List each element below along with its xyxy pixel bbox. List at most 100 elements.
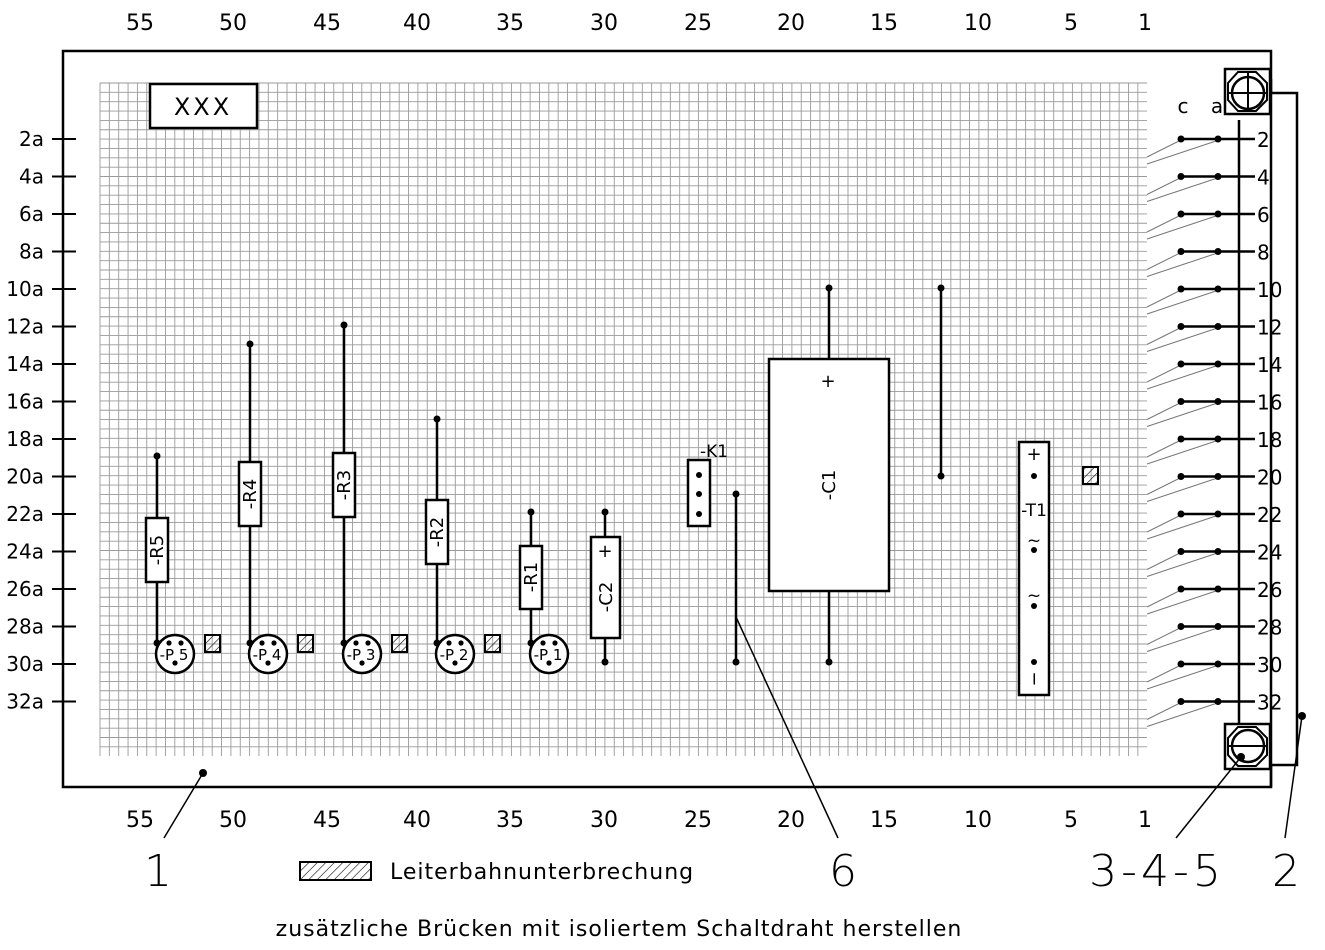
connector-pin-c [1177,435,1185,443]
top-scale: 55 50 45 40 35 30 25 20 15 10 5 1 [126,11,1152,36]
top-scale-tick: 30 [590,11,618,36]
connector-row: 2 [1146,128,1270,165]
connector-hatch-line [1146,701,1184,720]
connector-pin-c [1177,510,1185,518]
left-scale-tick: 18a [6,427,44,451]
connector-column-c: c [1178,94,1189,118]
top-scale-tick: 35 [496,11,524,36]
connector-pin-label: 24 [1257,541,1282,565]
top-scale-tick: 50 [219,11,247,36]
connector-hatch-line [1146,588,1184,608]
connector-hatch-line [1146,326,1223,352]
connector-hatch-line [1146,513,1184,533]
connector-hatch-line [1146,476,1223,502]
trace-interruption [1082,466,1099,485]
connector-hatch-line [1146,663,1184,683]
connector-pin-label: 18 [1257,428,1282,452]
label-T1-ac1: ~ [1027,531,1041,551]
left-scale-tick: 26a [6,577,44,601]
connector-row: 24 [1146,541,1282,577]
label-R1: -R1 [521,562,542,592]
connector-hatch-line [1146,138,1223,165]
legend-note: zusätzliche Brücken mit isoliertem Schal… [276,917,963,942]
jumper-wire [732,490,740,666]
connector-row: 8 [1146,241,1270,277]
connector-pin-c [1177,173,1185,180]
leader-6 [735,616,839,839]
bottom-scale-tick: 50 [219,808,247,833]
callout-1: 1 [144,846,172,897]
connector-hatch-line [1146,138,1184,158]
legend-hatch-swatch [299,861,372,881]
screw-top [1223,67,1272,116]
jumper-wire-2 [937,284,945,480]
leader-345 [1175,756,1242,839]
label-T1-minus: − [1024,671,1045,686]
left-scale-tick: 20a [6,465,44,489]
connector-pin-a [1214,698,1222,705]
bottom-scale-tick: 10 [964,808,992,833]
top-scale-tick: 5 [1064,11,1078,36]
connector-row: 32 [1146,691,1282,727]
label-P1: -P 1 [534,646,563,664]
connector-pin-a [1214,135,1222,143]
connector-hatch-line [1146,213,1223,240]
led-P3: -P 3 [340,633,383,675]
connector-hatch-line [1146,213,1184,233]
left-scale-tick: 8a [19,240,44,264]
connector-hatch-line [1146,176,1223,202]
connector-pin-a [1214,210,1222,218]
connector-row: 20 [1146,466,1282,502]
leader-2 [1284,715,1303,839]
leader-1 [163,772,204,839]
connector-hatch-line [1146,326,1184,345]
connector-pin-c [1177,210,1185,218]
bottom-scale-tick: 5 [1064,808,1078,833]
top-scale-tick: 40 [403,11,431,36]
connector-pin-a [1214,435,1222,443]
left-scale-tick: 28a [6,615,44,639]
label-C1: -C1 [819,470,840,501]
connector-column-a: a [1211,94,1223,118]
connector-pin-c [1177,548,1185,555]
left-scale: 2a 4a 6a 8a 10a 12a 14a 16a 18a 20a 22a 24a 26a 28a 30… [6,127,76,714]
trace-interruption [484,634,501,653]
left-scale-tick: 12a [6,315,44,339]
left-scale-tick: 6a [19,202,44,226]
led-P2: -P 2 [433,633,476,675]
label-R4: -R4 [240,479,261,509]
connector-pin-label: 26 [1257,578,1282,602]
label-C2: -C2 [596,582,617,613]
connector-pin-label: 10 [1257,278,1282,302]
connector-pin-a [1214,548,1222,555]
connector-pin-label: 8 [1257,241,1270,265]
connector-row: 12 [1146,316,1282,352]
resistor-R4: -R4 [237,340,263,643]
connector-pin-label: 22 [1257,503,1282,527]
top-scale-tick: 10 [964,11,992,36]
connector-pin-a [1214,323,1222,330]
connector-hatch-line [1146,626,1223,652]
legend-interruption-text: Leiterbahnunterbrechung [390,860,694,885]
connector-pin-c [1177,473,1185,480]
connector-pin-c [1177,660,1185,668]
connector-pin-c [1177,398,1185,405]
label-T1-ac2: ~ [1027,586,1041,606]
connector-pin-a [1214,473,1222,480]
left-scale-tick: 4a [19,165,44,189]
left-scale-tick: 24a [6,540,44,564]
connector-pin-c [1177,585,1185,593]
left-scale-tick: 16a [6,390,44,414]
connector-pin-a [1214,285,1222,293]
callout-3-4-5: 3-4-5 [1089,846,1225,897]
connector-hatch-line [1146,288,1184,308]
connector-pin-c [1177,248,1185,255]
connector-hatch-line [1146,401,1184,420]
connector-pin-a [1214,585,1222,593]
relay-K1: -K1 [686,442,728,528]
left-scale-tick: 2a [19,127,44,151]
left-scale-tick: 14a [6,352,44,376]
trace-interruption [204,634,221,653]
connector-row: 18 [1146,428,1282,465]
connector-hatch-line [1146,476,1184,495]
